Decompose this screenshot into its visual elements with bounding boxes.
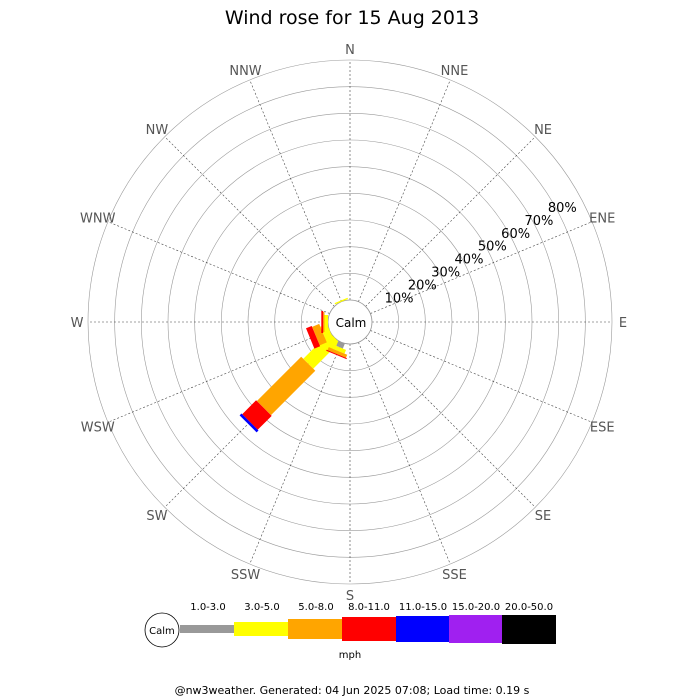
footer-text: @nw3weather. Generated: 04 Jun 2025 07:0… [175, 684, 530, 697]
legend-bin-label: 15.0-20.0 [452, 602, 500, 613]
direction-label-ne: NE [534, 123, 552, 138]
legend-bin-label: 5.0-8.0 [298, 602, 333, 613]
petal-w-bin-3 [321, 311, 324, 333]
legend-bin-label: 1.0-3.0 [190, 602, 225, 613]
legend-swatch-bin-3 [342, 617, 396, 641]
direction-label-ese: ESE [590, 420, 615, 435]
legend-swatch-bin-1 [234, 622, 288, 636]
radial-line [249, 79, 342, 302]
radial-line [365, 337, 536, 508]
chart-title: Wind rose for 15 Aug 2013 [225, 7, 479, 29]
legend-bin-label: 20.0-50.0 [505, 602, 553, 613]
ring-label: 30% [431, 266, 460, 281]
radial-line [365, 136, 536, 307]
radial-line [370, 221, 593, 314]
grid-ring [301, 273, 399, 371]
ring-label: 80% [548, 201, 577, 216]
direction-label-ssw: SSW [231, 568, 261, 583]
petal-ssw-bin-0 [336, 341, 345, 349]
petal-ssw-bin-3 [326, 349, 347, 360]
radial-line [358, 79, 451, 302]
direction-label-s: S [346, 589, 354, 604]
ring-label: 20% [408, 278, 437, 293]
legend-swatch-bin-0 [180, 625, 234, 633]
direction-label-wsw: WSW [81, 420, 115, 435]
petal-ssw-bin-2 [327, 347, 348, 358]
ring-label: 50% [478, 240, 507, 255]
direction-label-e: E [619, 316, 627, 331]
legend-calm-label: Calm [149, 626, 175, 637]
direction-label-sse: SSE [442, 568, 467, 583]
radial-line [358, 342, 451, 565]
legend-swatch-bin-6 [502, 615, 556, 644]
radial-line [370, 330, 593, 423]
petal-sw-bin-4 [239, 413, 259, 433]
direction-label-n: N [345, 43, 355, 58]
legend-bin-label: 11.0-15.0 [399, 602, 447, 613]
legend-swatch-bin-4 [396, 616, 449, 642]
petal-ssw-bin-1 [331, 344, 346, 354]
grid-ring [87, 59, 613, 585]
petal-w-bin-1 [324, 315, 328, 329]
direction-label-wnw: WNW [80, 212, 116, 227]
ring-label: 40% [455, 253, 484, 268]
legend-swatch-bin-2 [288, 619, 342, 639]
direction-label-nnw: NNW [229, 64, 261, 79]
legend-bin-label: 8.0-11.0 [348, 602, 390, 613]
petal-wsw-bin-2 [312, 323, 327, 346]
legend-unit-label: mph [339, 650, 361, 661]
direction-label-nne: NNE [441, 64, 469, 79]
petal-nnw-bin-1 [334, 297, 348, 305]
radial-line [107, 221, 330, 314]
direction-label-ene: ENE [589, 212, 615, 227]
direction-label-w: W [71, 316, 84, 331]
legend-bin-label: 3.0-5.0 [244, 602, 279, 613]
petal-sw-bin-1 [303, 332, 340, 369]
petal-wsw-bin-3 [306, 326, 321, 349]
ring-label: 70% [525, 214, 554, 229]
petal-sw-bin-2 [256, 356, 316, 416]
calm-label: Calm [336, 316, 367, 330]
ring-label: 10% [385, 291, 414, 306]
direction-label-nw: NW [146, 123, 169, 138]
direction-label-sw: SW [146, 509, 167, 524]
direction-label-se: SE [535, 509, 551, 524]
ring-label: 60% [501, 227, 530, 242]
legend-swatch-bin-5 [449, 615, 502, 643]
radial-line [107, 330, 330, 423]
radial-line [164, 136, 335, 307]
petal-w-bin-2 [323, 312, 325, 332]
grid-ring [141, 113, 559, 531]
grid-ring [221, 193, 479, 451]
petal-sw-bin-3 [242, 400, 272, 430]
radial-line [249, 342, 342, 565]
legend-calm-circle [144, 612, 180, 648]
